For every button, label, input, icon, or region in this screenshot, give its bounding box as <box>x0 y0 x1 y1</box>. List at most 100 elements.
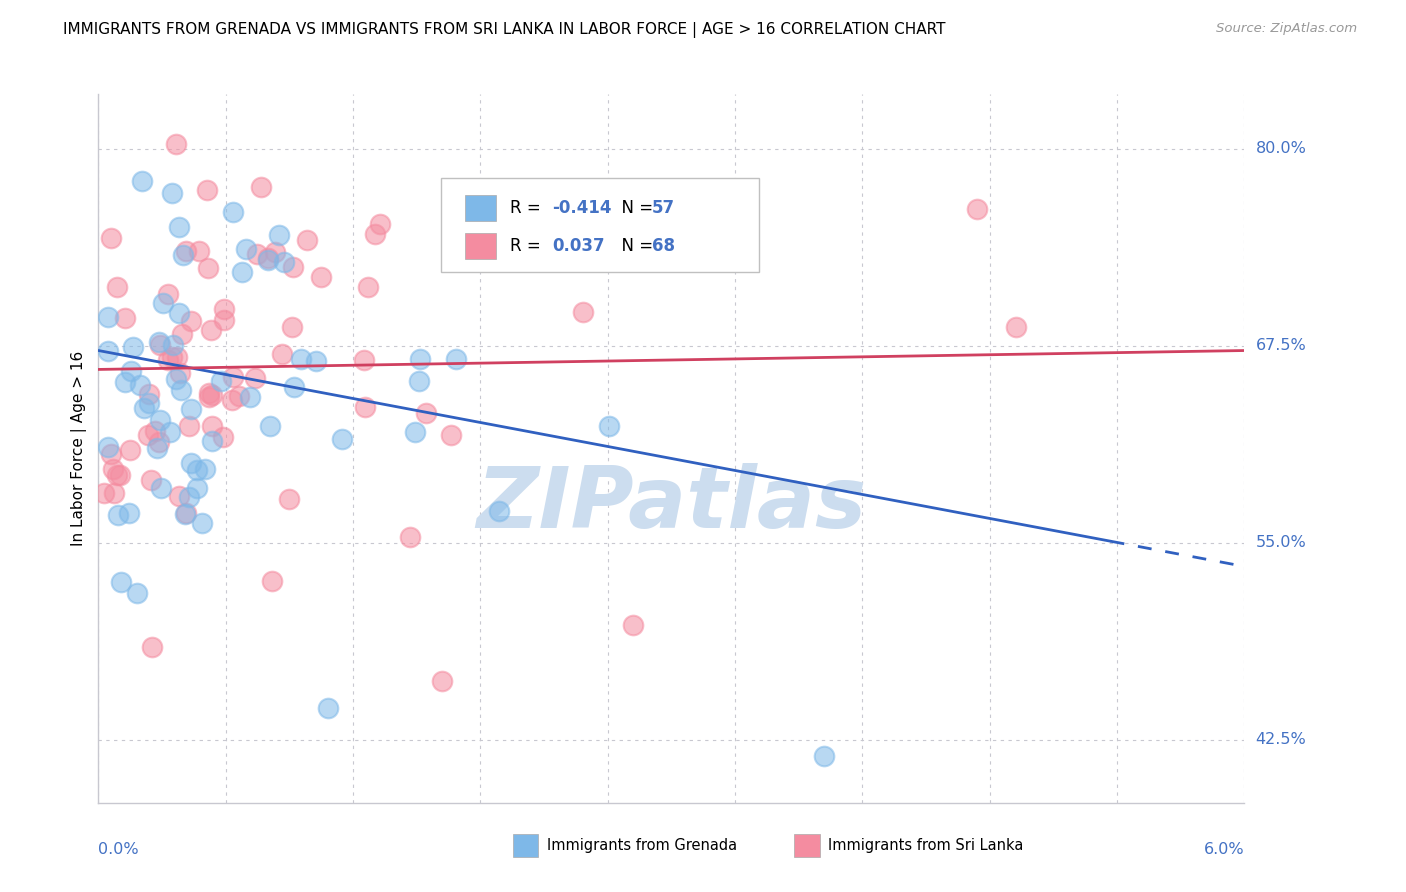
Point <box>108 467 131 482</box>
Point <box>93 485 115 500</box>
Point <box>256 252 278 266</box>
Point <box>149 338 172 352</box>
Point <box>309 270 332 285</box>
Point <box>257 252 280 267</box>
Point <box>621 617 644 632</box>
Text: ZIPatlas: ZIPatlas <box>477 464 866 547</box>
Point <box>107 279 129 293</box>
Point <box>138 387 160 401</box>
Text: IMMIGRANTS FROM GRENADA VS IMMIGRANTS FROM SRI LANKA IN LABOR FORCE | AGE > 16 C: IMMIGRANTS FROM GRENADA VS IMMIGRANTS FR… <box>63 22 946 38</box>
Text: Immigrants from Grenada: Immigrants from Grenada <box>547 838 737 853</box>
Point <box>357 280 380 294</box>
Y-axis label: In Labor Force | Age > 16: In Labor Force | Age > 16 <box>72 351 87 546</box>
Point <box>103 486 125 500</box>
Point <box>197 261 219 276</box>
Text: -0.414: -0.414 <box>553 199 612 217</box>
Text: Source: ZipAtlas.com: Source: ZipAtlas.com <box>1216 22 1357 36</box>
Text: 0.037: 0.037 <box>553 237 605 255</box>
Point <box>180 402 202 417</box>
Point <box>408 374 430 388</box>
Point <box>131 174 153 188</box>
Point <box>267 227 290 242</box>
Point <box>170 327 193 342</box>
Point <box>330 432 353 446</box>
Point <box>169 366 191 380</box>
Point <box>370 217 392 231</box>
Point <box>141 640 163 655</box>
Point <box>149 413 172 427</box>
Point <box>228 389 250 403</box>
Point <box>145 441 167 455</box>
Point <box>97 440 120 454</box>
Point <box>201 388 224 402</box>
Point <box>316 701 339 715</box>
Point <box>160 186 183 200</box>
Point <box>139 473 162 487</box>
Text: 42.5%: 42.5% <box>1256 732 1306 747</box>
Point <box>125 586 148 600</box>
Point <box>149 481 172 495</box>
Point <box>122 340 145 354</box>
Point <box>1005 319 1028 334</box>
Point <box>966 202 988 216</box>
Text: N =: N = <box>612 237 658 255</box>
Point <box>235 242 257 256</box>
Point <box>195 183 218 197</box>
Point <box>222 369 245 384</box>
Point <box>162 338 184 352</box>
Point <box>157 286 180 301</box>
Point <box>222 204 245 219</box>
Point <box>273 255 295 269</box>
Point <box>167 219 190 234</box>
Point <box>198 386 221 401</box>
Point <box>488 504 510 518</box>
Point <box>239 390 262 404</box>
Point <box>245 371 267 385</box>
Point <box>165 136 187 151</box>
Point <box>165 371 187 385</box>
Point <box>97 310 120 324</box>
Text: 6.0%: 6.0% <box>1204 842 1244 856</box>
Point <box>160 350 183 364</box>
Point <box>100 231 122 245</box>
Point <box>187 244 209 259</box>
Point <box>152 296 174 310</box>
Point <box>194 462 217 476</box>
Point <box>143 424 166 438</box>
Point <box>107 508 129 523</box>
Point <box>262 574 284 588</box>
Point <box>209 374 232 388</box>
Point <box>264 244 287 259</box>
Point <box>250 180 273 194</box>
Point <box>167 306 190 320</box>
Point <box>138 427 160 442</box>
Point <box>404 425 426 439</box>
Point <box>415 406 437 420</box>
Text: 55.0%: 55.0% <box>1256 535 1306 550</box>
Point <box>305 353 328 368</box>
Text: N =: N = <box>612 199 658 217</box>
Point <box>100 447 122 461</box>
Point <box>105 467 128 482</box>
Point <box>177 418 200 433</box>
Point <box>212 301 235 316</box>
Point <box>138 395 160 409</box>
Point <box>201 434 224 448</box>
Point <box>174 507 197 521</box>
Point <box>118 506 141 520</box>
Point <box>110 575 132 590</box>
Point <box>101 461 124 475</box>
Point <box>245 247 267 261</box>
Text: R =: R = <box>510 199 546 217</box>
Text: Immigrants from Sri Lanka: Immigrants from Sri Lanka <box>828 838 1024 853</box>
Point <box>446 351 468 366</box>
Point <box>186 481 208 495</box>
Point <box>281 320 304 334</box>
Point <box>430 674 453 689</box>
Point <box>120 364 142 378</box>
Point <box>297 233 319 247</box>
Point <box>259 419 281 434</box>
Point <box>166 350 188 364</box>
Point <box>409 352 432 367</box>
Point <box>212 313 235 327</box>
